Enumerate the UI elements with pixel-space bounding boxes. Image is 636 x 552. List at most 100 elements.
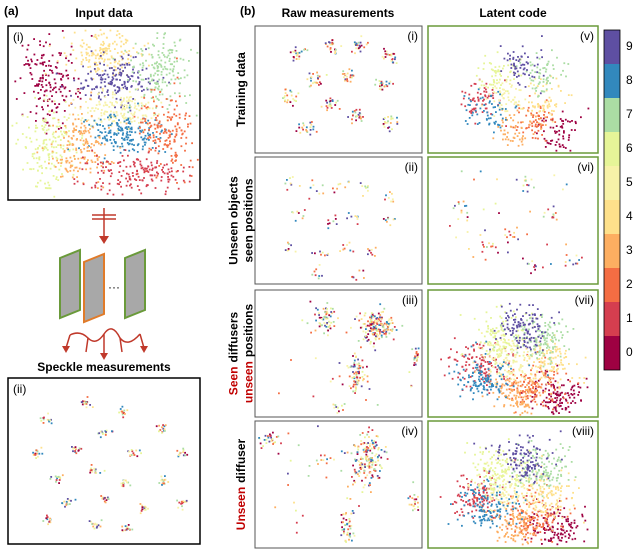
scatter-dot [72,447,74,450]
scatter-dot [158,63,161,65]
scatter-dot [272,431,274,434]
scatter-dot [82,156,84,159]
scatter-dot [454,358,457,361]
scatter-dot [42,149,44,152]
scatter-dot [541,134,543,136]
scatter-dot [516,103,519,106]
scatter-dot [45,143,48,146]
scatter-dot [31,153,34,155]
scatter-dot [515,88,517,90]
scatter-dot [389,122,392,124]
scatter-dot [317,277,320,280]
scatter-dot [278,392,280,395]
scatter-dot [46,418,49,421]
scatter-dot [570,129,573,131]
scatter-dot [546,347,548,349]
scatter-dot [474,107,477,110]
scatter-dot [131,117,134,120]
scatter-dot [474,371,477,373]
scatter-dot [498,99,500,102]
scatter-dot [103,127,106,130]
scatter-dot [495,332,498,335]
scatter-dot [310,79,312,82]
scatter-dot [355,278,358,281]
scatter-dot [487,343,489,346]
scatter-dot [295,52,298,55]
scatter-dot [522,343,524,346]
scatter-dot [484,107,487,110]
scatter-dot [308,85,311,88]
scatter-dot [391,322,394,324]
scatter-dot [298,51,301,54]
scatter-dot [346,217,348,220]
scatter-dot [47,523,49,526]
scatter-dot [469,376,472,378]
scatter-dot [467,357,469,360]
scatter-dot [523,341,526,343]
scatter-dot [48,114,51,116]
scatter-dot [366,340,369,342]
scatter-dot [354,43,356,46]
scatter-dot [73,31,76,34]
scatter-dot [138,132,141,135]
scatter-dot [562,146,565,148]
scatter-dot [552,367,555,370]
scatter-dot [376,317,379,319]
scatter-dot [536,403,538,406]
scatter-dot [394,58,396,61]
scatter-dot [547,208,550,211]
scatter-dot [490,68,493,71]
scatter-dot [44,131,46,134]
scatter-dot [505,116,507,119]
scatter-dot [352,355,354,357]
scatter-dot [122,107,125,110]
scatter-dot [518,58,521,61]
scatter-dot [55,178,58,180]
scatter-dot [93,119,96,122]
scatter-dot [140,96,143,99]
scatter-dot [33,53,36,56]
scatter-dot [99,161,102,164]
scatter-dot [24,146,27,148]
scatter-dot [334,218,337,220]
scatter-dot [146,184,148,186]
scatter-dot [160,71,163,73]
scatter-dot [507,96,510,99]
scatter-dot [325,462,328,465]
scatter-dot [315,307,317,310]
scatter-dot [120,101,123,104]
scatter-dot [133,120,136,122]
scatter-dot [475,356,478,358]
scatter-dot [550,356,553,359]
scatter-dot [490,385,493,388]
scatter-dot [118,86,120,89]
scatter-dot [362,338,365,341]
scatter-dot [348,241,351,244]
scatter-dot [277,452,280,455]
scatter-dot [334,52,336,54]
scatter-dot [125,122,128,125]
scatter-dot [587,107,590,110]
scatter-dot [513,327,515,330]
scatter-dot [160,124,163,127]
scatter-dot [113,132,116,134]
scatter-dot [162,166,164,169]
scatter-dot [287,241,289,244]
scatter-dot [502,392,505,394]
scatter-dot [35,185,37,188]
scatter-dot [483,382,486,384]
scatter-dot [569,380,571,383]
scatter-dot [393,218,396,220]
scatter-dot [96,159,99,161]
scatter-dot [373,333,376,336]
scatter-dot [125,184,128,187]
scatter-dot [156,114,159,117]
scatter-dot [394,56,397,59]
scatter-dot [335,223,338,225]
scatter-dot [127,117,130,120]
scatter-dot [401,324,404,327]
scatter-dot [126,526,129,529]
scatter-dot [505,125,507,127]
scatter-dot [377,447,380,449]
scatter-dot [555,350,557,353]
